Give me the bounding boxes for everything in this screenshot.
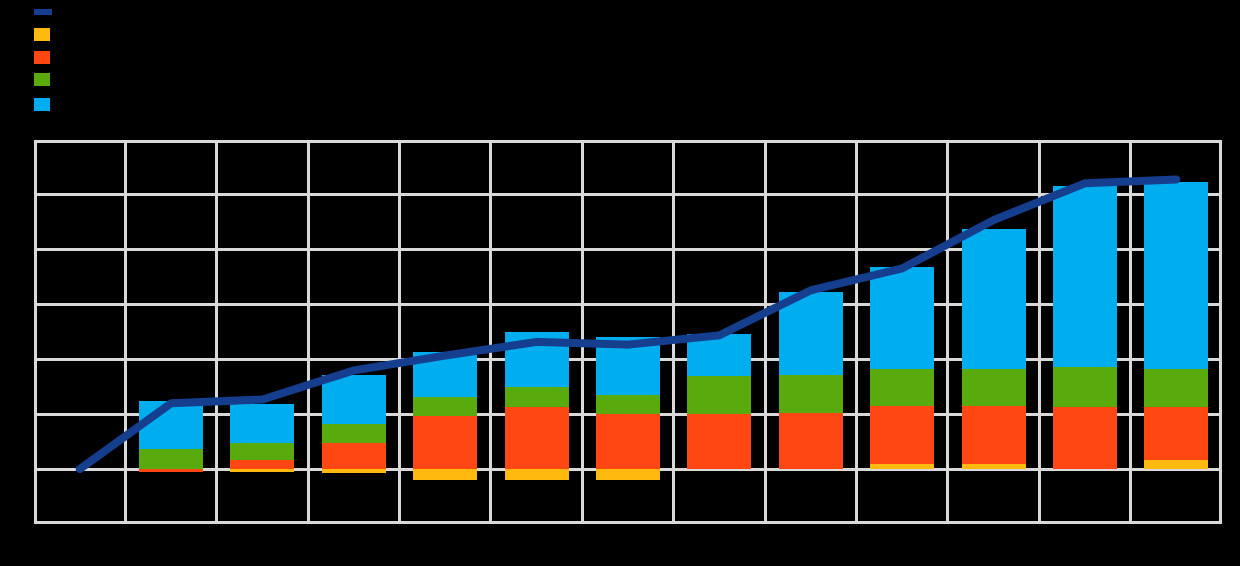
bar-segment-bar-yellow-cat10 xyxy=(870,463,935,470)
bar-segment-bar-green-cat3 xyxy=(230,442,295,460)
legend-line-swatch-icon xyxy=(34,9,52,15)
bar-segment-bar-green-cat13 xyxy=(1144,368,1209,408)
gridline-vertical xyxy=(215,140,219,524)
bar-segment-bar-orange-cat7 xyxy=(596,413,660,470)
bar-segment-bar-orange-cat9 xyxy=(778,412,843,470)
bar-segment-bar-green-cat8 xyxy=(687,375,752,414)
bar-segment-bar-cyan-cat12 xyxy=(1052,185,1117,368)
bar-segment-bar-green-cat5 xyxy=(413,396,478,416)
bar-segment-bar-cyan-cat11 xyxy=(961,228,1026,369)
gridline-vertical xyxy=(672,140,676,524)
gridline-vertical xyxy=(854,140,858,524)
gridline-vertical xyxy=(1129,140,1133,524)
gridline-vertical xyxy=(34,140,37,524)
gridline-horizontal xyxy=(34,248,1222,252)
trend-line-layer xyxy=(75,175,1181,474)
bar-segment-bar-green-cat9 xyxy=(778,375,843,413)
bar-segment-bar-orange-cat12 xyxy=(1052,407,1117,470)
gridline-vertical xyxy=(1219,140,1222,524)
bar-segment-bar-cyan-cat3 xyxy=(230,403,295,443)
bar-segment-bar-green-cat11 xyxy=(961,368,1026,406)
gridline-horizontal xyxy=(34,521,1222,524)
bar-segment-bar-yellow-cat4 xyxy=(321,469,386,473)
gridline-vertical xyxy=(1037,140,1041,524)
bar-segment-bar-green-cat10 xyxy=(870,368,935,406)
gridline-vertical xyxy=(489,140,493,524)
bar-segment-bar-cyan-cat2 xyxy=(139,401,204,449)
bar-segment-bar-orange-cat2 xyxy=(139,469,204,472)
gridline-vertical xyxy=(306,140,310,524)
bar-segment-bar-orange-cat10 xyxy=(870,405,935,464)
bar-segment-bar-cyan-cat10 xyxy=(870,266,935,369)
bar-segment-bar-yellow-cat11 xyxy=(961,463,1026,470)
gridline-horizontal xyxy=(34,193,1222,197)
bar-segment-bar-yellow-cat3 xyxy=(230,469,295,472)
bar-segment-bar-orange-cat4 xyxy=(321,442,386,470)
plot-area xyxy=(34,140,1222,524)
gridline-horizontal xyxy=(34,303,1222,307)
bar-segment-bar-orange-cat3 xyxy=(230,459,295,470)
bar-segment-bar-cyan-cat9 xyxy=(778,291,843,376)
bar-segment-bar-green-cat6 xyxy=(504,387,569,408)
bar-segment-bar-yellow-cat5 xyxy=(413,469,478,481)
gridline-vertical xyxy=(946,140,950,524)
legend-square-swatch-icon xyxy=(34,51,50,64)
gridline-vertical xyxy=(398,140,402,524)
bar-segment-bar-yellow-cat6 xyxy=(504,469,569,481)
bar-segment-bar-orange-cat8 xyxy=(687,413,752,470)
bar-segment-bar-green-cat4 xyxy=(321,423,386,443)
bar-segment-bar-green-cat2 xyxy=(139,448,204,470)
bar-segment-bar-orange-cat5 xyxy=(413,415,478,470)
legend-square-swatch-icon xyxy=(34,28,50,41)
trend-line xyxy=(75,175,1181,474)
bar-segment-bar-yellow-cat13 xyxy=(1144,460,1209,470)
bar-segment-bar-cyan-cat4 xyxy=(321,375,386,424)
gridline-horizontal xyxy=(34,140,1222,143)
bar-segment-bar-green-cat7 xyxy=(596,394,660,414)
bar-segment-bar-green-cat12 xyxy=(1052,367,1117,408)
gridline-vertical xyxy=(763,140,767,524)
bar-segment-bar-orange-cat6 xyxy=(504,407,569,470)
bar-segment-bar-yellow-cat7 xyxy=(596,469,660,481)
legend-square-swatch-icon xyxy=(34,98,50,111)
legend-square-swatch-icon xyxy=(34,73,50,86)
gridline-vertical xyxy=(580,140,584,524)
gridline-vertical xyxy=(123,140,127,524)
bar-segment-bar-cyan-cat13 xyxy=(1144,181,1209,369)
bar-segment-bar-orange-cat13 xyxy=(1144,407,1209,461)
bar-segment-bar-orange-cat11 xyxy=(961,405,1026,464)
